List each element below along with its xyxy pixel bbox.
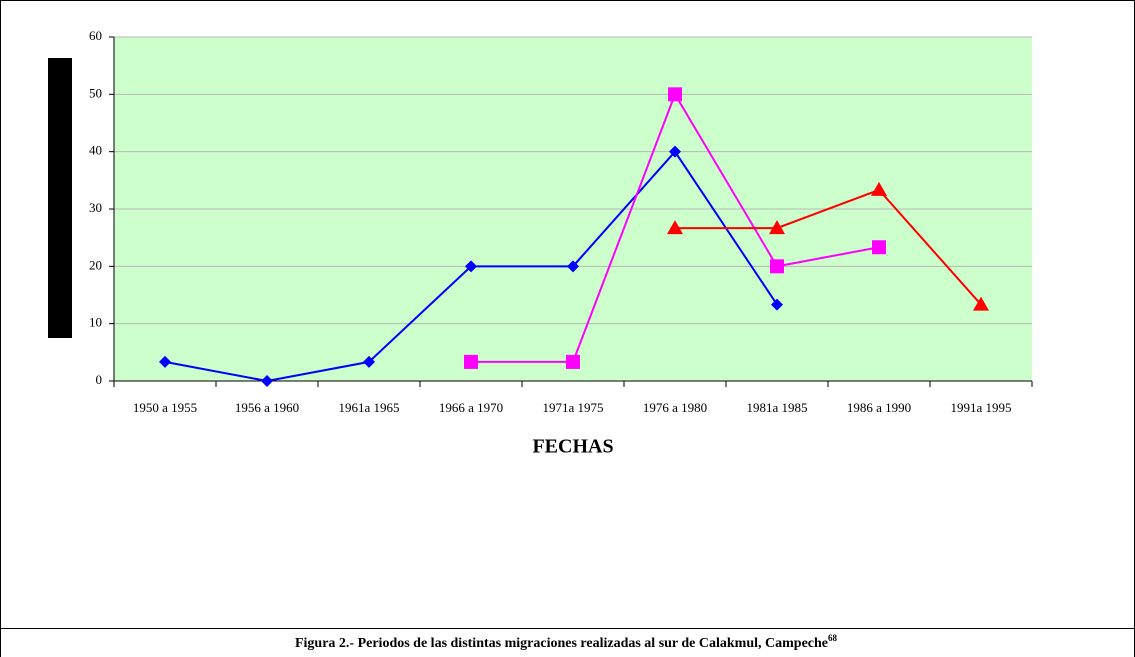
x-tick-label: 1950 a 1955	[133, 400, 197, 415]
marker	[363, 355, 375, 368]
marker	[771, 298, 783, 311]
x-tick-label: 1991a 1995	[950, 400, 1011, 415]
marker	[770, 259, 784, 274]
x-axis-label: FECHAS	[532, 436, 613, 458]
marker	[769, 220, 785, 235]
x-tick-label: 1956 a 1960	[235, 400, 299, 415]
marker	[871, 181, 887, 196]
caption: Figura 2.- Periodos de las distintas mig…	[295, 633, 838, 651]
y-tick-label: 60	[89, 28, 102, 43]
marker	[159, 355, 171, 368]
y-tick-label: 40	[89, 143, 102, 158]
series-line	[675, 188, 982, 306]
y-tick-label: 50	[89, 85, 102, 100]
y-tick-label: 10	[89, 315, 102, 330]
x-tick-label: 1971a 1975	[542, 400, 603, 415]
x-tick-label: 1961a 1965	[338, 400, 399, 415]
caption-text: Figura 2.- Periodos de las distintas mig…	[295, 636, 828, 651]
y-tick-label: 20	[89, 257, 102, 272]
marker	[667, 220, 683, 235]
marker	[567, 260, 579, 273]
marker	[566, 354, 580, 369]
x-tick-label: 1986 a 1990	[847, 400, 911, 415]
marker	[872, 240, 886, 255]
redacted-y-label	[48, 58, 72, 338]
x-tick-label: 1981a 1985	[746, 400, 807, 415]
marker	[669, 145, 681, 158]
y-tick-label: 30	[89, 200, 102, 215]
marker	[261, 375, 273, 387]
caption-note: 68	[828, 633, 838, 643]
y-tick-label: 0	[96, 372, 103, 387]
marker	[464, 354, 478, 369]
marker	[668, 87, 682, 102]
marker	[465, 260, 477, 273]
x-tick-label: 1966 a 1970	[439, 400, 503, 415]
marker	[973, 296, 989, 311]
x-tick-label: 1976 a 1980	[643, 400, 707, 415]
